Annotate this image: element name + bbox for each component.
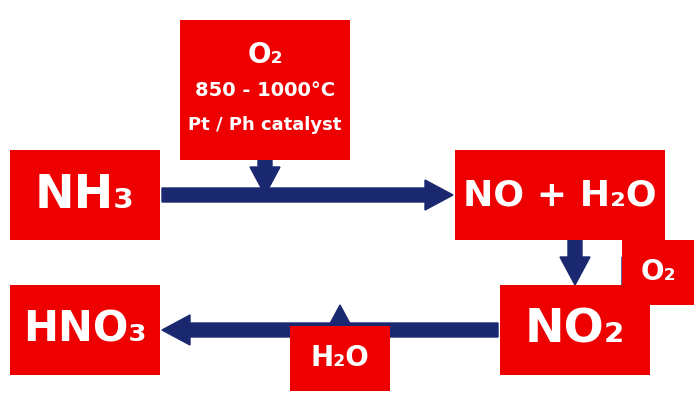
Text: Pt / Ph catalyst: Pt / Ph catalyst	[188, 116, 342, 134]
Text: NO + H₂O: NO + H₂O	[463, 178, 657, 212]
Text: O₂: O₂	[247, 41, 283, 69]
FancyArrow shape	[560, 240, 590, 285]
FancyBboxPatch shape	[10, 285, 160, 375]
FancyBboxPatch shape	[180, 20, 350, 160]
FancyArrow shape	[162, 180, 453, 210]
Text: NH₃: NH₃	[35, 173, 135, 217]
FancyBboxPatch shape	[10, 150, 160, 240]
FancyArrow shape	[325, 305, 355, 333]
FancyArrow shape	[622, 257, 650, 287]
Text: O₂: O₂	[640, 258, 676, 286]
FancyArrow shape	[250, 160, 280, 195]
Text: HNO₃: HNO₃	[23, 309, 147, 351]
FancyBboxPatch shape	[290, 325, 390, 390]
Text: 850 - 1000°C: 850 - 1000°C	[195, 80, 335, 100]
FancyBboxPatch shape	[455, 150, 665, 240]
Text: H₂O: H₂O	[311, 344, 370, 372]
Text: NO₂: NO₂	[525, 307, 625, 353]
FancyBboxPatch shape	[622, 240, 694, 305]
FancyBboxPatch shape	[500, 285, 650, 375]
FancyArrow shape	[162, 315, 498, 345]
